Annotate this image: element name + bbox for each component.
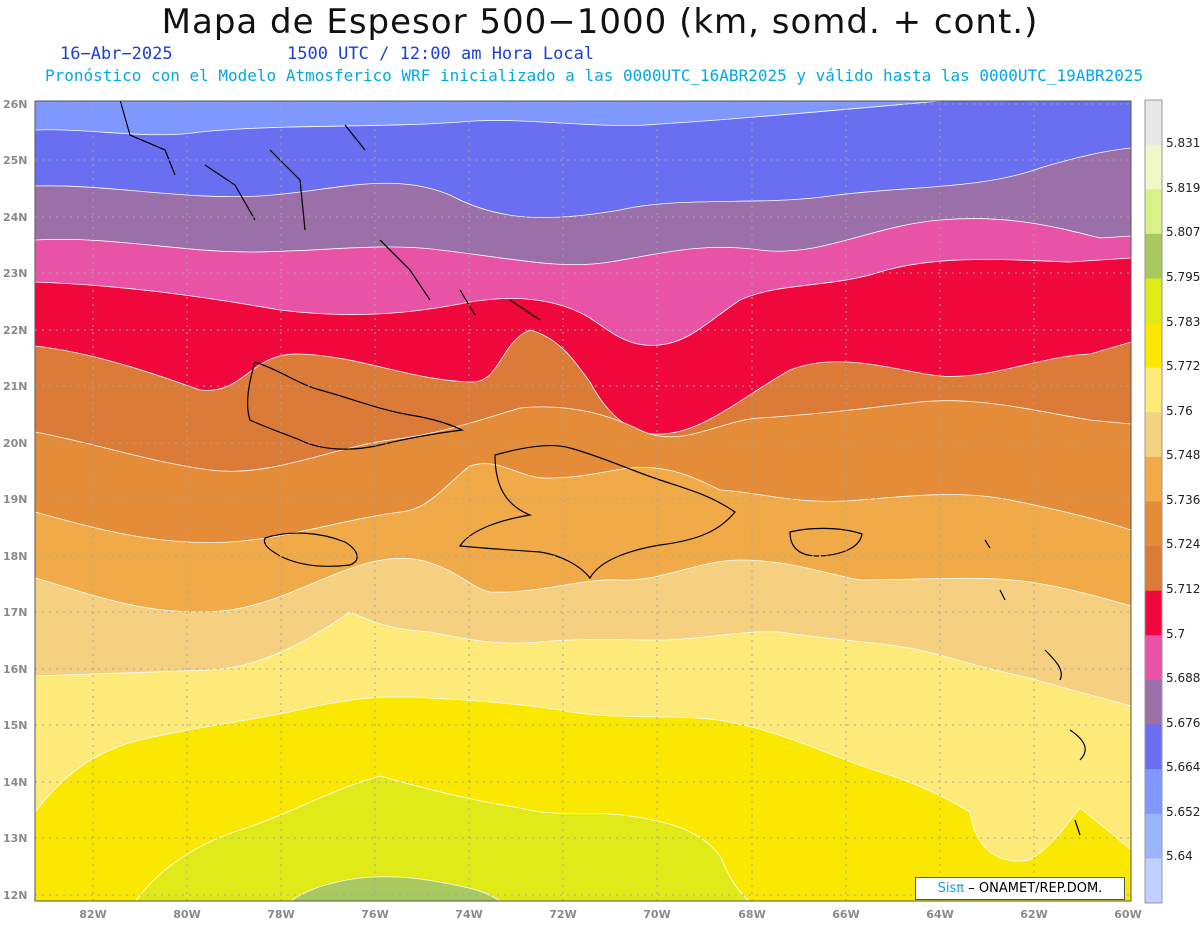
colorbar-label: 5.748 bbox=[1166, 448, 1200, 462]
lon-tick: 78W bbox=[267, 908, 294, 921]
colorbar-swatch bbox=[1145, 233, 1162, 279]
lon-tick: 72W bbox=[549, 908, 576, 921]
lat-tick: 17N bbox=[3, 606, 28, 619]
colorbar-swatch bbox=[1145, 769, 1162, 815]
lat-tick: 22N bbox=[3, 324, 28, 337]
colorbar-swatch bbox=[1145, 813, 1162, 859]
map-frame bbox=[34, 100, 1132, 902]
colorbar-swatch bbox=[1145, 724, 1162, 770]
colorbar-swatch bbox=[1145, 189, 1162, 235]
colorbar-swatch bbox=[1145, 278, 1162, 324]
colorbar-labels: 5.831 5.819 5.807 5.795 5.783 5.772 5.76… bbox=[1166, 136, 1200, 863]
thickness-fill bbox=[35, 101, 1131, 901]
cuba-outline bbox=[246, 361, 465, 450]
puerto-rico-outline bbox=[789, 527, 863, 557]
colorbar-label: 5.676 bbox=[1166, 716, 1200, 730]
lon-tick: 64W bbox=[926, 908, 953, 921]
coastlines bbox=[119, 101, 1086, 836]
lat-tick: 26N bbox=[3, 98, 28, 111]
colorbar-label: 5.736 bbox=[1166, 493, 1200, 507]
hispaniola-outline bbox=[458, 444, 736, 580]
colorbar-swatch bbox=[1145, 546, 1162, 592]
colorbar-label: 5.7 bbox=[1166, 627, 1185, 641]
lon-tick: 62W bbox=[1020, 908, 1047, 921]
lat-tick: 12N bbox=[3, 889, 28, 902]
colorbar-swatch bbox=[1145, 858, 1162, 904]
lat-tick: 19N bbox=[3, 493, 28, 506]
lon-tick: 70W bbox=[643, 908, 670, 921]
colorbar-swatch bbox=[1145, 100, 1162, 146]
lon-tick: 68W bbox=[738, 908, 765, 921]
lesser-antilles-outline bbox=[984, 539, 1086, 836]
colorbar-swatch bbox=[1145, 367, 1162, 413]
lat-tick: 24N bbox=[3, 211, 28, 224]
colorbar bbox=[1144, 99, 1163, 904]
colorbar-label: 5.724 bbox=[1166, 537, 1200, 551]
lat-tick: 23N bbox=[3, 267, 28, 280]
lon-tick: 60W bbox=[1114, 908, 1141, 921]
lon-tick: 76W bbox=[361, 908, 388, 921]
bahamas-outline bbox=[119, 101, 541, 321]
colorbar-label: 5.652 bbox=[1166, 805, 1200, 819]
colorbar-swatch bbox=[1145, 144, 1162, 190]
lat-tick: 18N bbox=[3, 550, 28, 563]
lat-tick: 16N bbox=[3, 663, 28, 676]
colorbar-label: 5.783 bbox=[1166, 315, 1200, 329]
lon-tick: 82W bbox=[79, 908, 106, 921]
lon-tick: 80W bbox=[173, 908, 200, 921]
jamaica-outline bbox=[263, 532, 358, 567]
colorbar-label: 5.831 bbox=[1166, 136, 1200, 150]
colorbar-swatch bbox=[1145, 635, 1162, 681]
forecast-date: 16−Abr−2025 bbox=[60, 44, 173, 64]
forecast-time: 1500 UTC / 12:00 am Hora Local bbox=[287, 44, 595, 64]
credit-text: – ONAMET/REP.DOM. bbox=[968, 881, 1103, 896]
lat-tick: 25N bbox=[3, 154, 28, 167]
colorbar-label: 5.795 bbox=[1166, 270, 1200, 284]
latitude-axis: 26N 25N 24N 23N 22N 21N 20N 19N 18N 17N … bbox=[3, 98, 28, 902]
credit-brand: Sisπ bbox=[937, 881, 965, 896]
colorbar-swatch bbox=[1145, 501, 1162, 547]
colorbar-frame bbox=[1144, 99, 1163, 904]
lat-tick: 13N bbox=[3, 832, 28, 845]
colorbar-label: 5.688 bbox=[1166, 671, 1200, 685]
graticule bbox=[35, 101, 1131, 901]
colorbar-label: 5.819 bbox=[1166, 181, 1200, 195]
model-info: Pronóstico con el Modelo Atmosferico WRF… bbox=[45, 66, 1144, 85]
colorbar-label: 5.664 bbox=[1166, 760, 1200, 774]
colorbar-swatch bbox=[1145, 679, 1162, 726]
colorbar-label: 5.807 bbox=[1166, 225, 1200, 239]
colorbar-swatch bbox=[1145, 456, 1162, 502]
colorbar-swatch bbox=[1145, 323, 1162, 369]
lat-tick: 20N bbox=[3, 437, 28, 450]
longitude-axis: 82W 80W 78W 76W 74W 72W 70W 68W 66W 64W … bbox=[79, 908, 1141, 921]
colorbar-swatch bbox=[1145, 590, 1162, 636]
lat-tick: 21N bbox=[3, 380, 28, 393]
lon-tick: 74W bbox=[455, 908, 482, 921]
lon-tick: 66W bbox=[832, 908, 859, 921]
map-title: Mapa de Espesor 500−1000 (km, somd. + co… bbox=[161, 2, 1039, 42]
colorbar-label: 5.64 bbox=[1166, 849, 1193, 863]
lat-tick: 14N bbox=[3, 776, 28, 789]
lat-tick: 15N bbox=[3, 719, 28, 732]
colorbar-label: 5.712 bbox=[1166, 582, 1200, 596]
colorbar-label: 5.772 bbox=[1166, 359, 1200, 373]
credit-box: Sisπ – ONAMET/REP.DOM. bbox=[915, 877, 1125, 900]
colorbar-swatch bbox=[1145, 412, 1162, 458]
colorbar-label: 5.76 bbox=[1166, 404, 1193, 418]
